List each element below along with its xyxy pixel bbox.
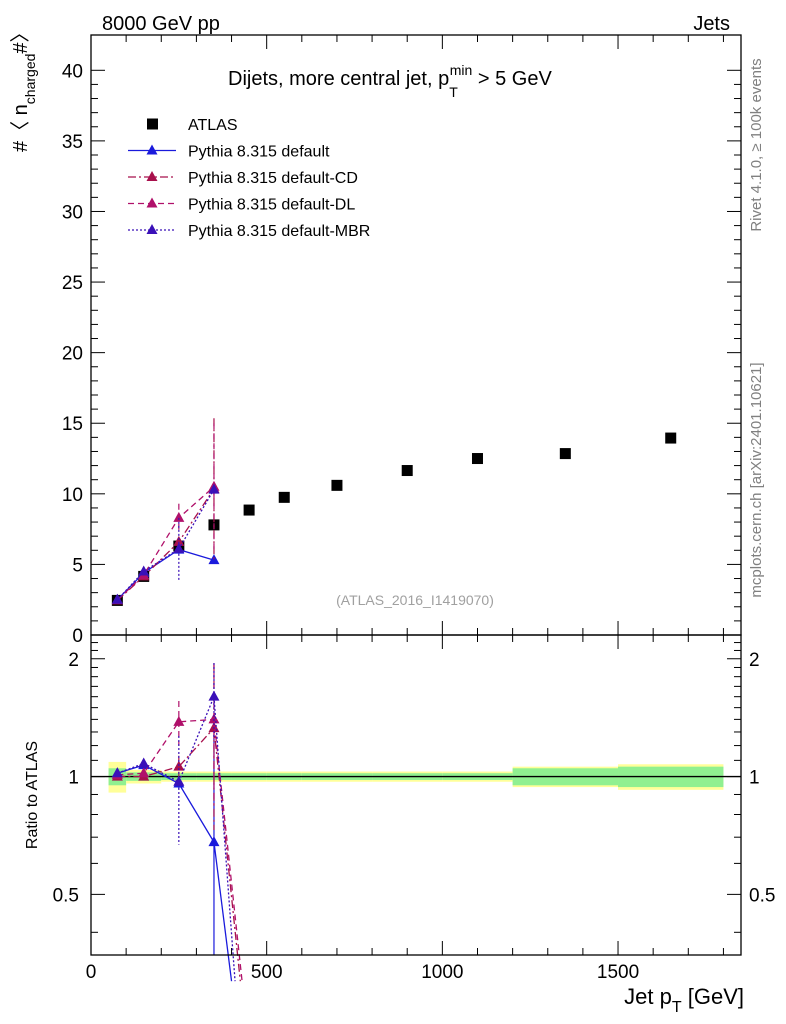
main-ytick-label: 20 bbox=[62, 344, 83, 365]
header-jets: Jets bbox=[693, 13, 730, 35]
ratio-point-mbr bbox=[208, 690, 220, 701]
legend: ATLAS Pythia 8.315 default Pythia 8.315 de… bbox=[128, 117, 370, 240]
main-ylabel: #〈 ncharged#〉 bbox=[10, 22, 38, 152]
main-ytick-label: 35 bbox=[62, 132, 83, 153]
mc-line-dl bbox=[116, 486, 215, 601]
legend-marker-dl bbox=[146, 197, 158, 208]
ratio-ytick-label: 2 bbox=[68, 650, 79, 671]
x-tick-label: 0 bbox=[86, 962, 97, 983]
main-title: Dijets, more central jet, pTmin > 5 GeV bbox=[228, 62, 552, 100]
legend-marker-atlas bbox=[147, 118, 158, 130]
ratio-ytick-label: 0.5 bbox=[53, 885, 79, 906]
mc-point-mbr bbox=[138, 565, 150, 576]
ratio-panel: 0.5 0.5 1 1 2 2 0 500 1000 1500 Ratio to ATLAS Je… bbox=[24, 634, 775, 1016]
main-axis: 0 5 10 15 20 25 30 35 40 bbox=[62, 35, 741, 647]
atlas-point bbox=[471, 453, 483, 465]
mc-line-default bbox=[116, 548, 215, 601]
ratio-point-default bbox=[208, 836, 220, 847]
atlas-point bbox=[331, 479, 343, 491]
atlas-point bbox=[559, 448, 571, 460]
ratio-point-mbr bbox=[173, 775, 185, 786]
x-tick-label: 1500 bbox=[597, 962, 639, 983]
ratio-ytick-label-right: 0.5 bbox=[749, 885, 775, 906]
legend-marker-mbr bbox=[146, 224, 158, 234]
legend-label: Pythia 8.315 default-CD bbox=[188, 170, 358, 187]
rivet-label: Rivet 4.1.0, ≥ 100k events bbox=[748, 58, 765, 231]
mc-point-cd bbox=[173, 535, 185, 546]
mc-point-mbr bbox=[173, 542, 185, 553]
legend-label: Pythia 8.315 default bbox=[188, 144, 330, 161]
ratio-ytick-label: 1 bbox=[68, 768, 79, 789]
ratio-point-dl bbox=[208, 713, 220, 724]
mc-point-mbr bbox=[111, 593, 123, 604]
legend-marker-cd bbox=[146, 171, 158, 181]
x-tick-label: 500 bbox=[251, 962, 283, 983]
main-series-group bbox=[111, 418, 677, 606]
mc-point-mbr bbox=[208, 483, 220, 494]
legend-label: ATLAS bbox=[188, 117, 238, 134]
mc-point-dl bbox=[173, 511, 185, 522]
main-ytick-label: 10 bbox=[62, 485, 83, 506]
main-ytick-label: 40 bbox=[62, 61, 83, 82]
ratio-point-mbr bbox=[138, 757, 150, 768]
main-ytick-label: 5 bbox=[72, 555, 83, 576]
x-tick-label: 1000 bbox=[421, 962, 463, 983]
ratio-series-group bbox=[111, 663, 243, 982]
ratio-axis: 0.5 0.5 1 1 2 2 0 500 1000 1500 bbox=[53, 635, 775, 983]
ratio-line-cd bbox=[117, 726, 241, 982]
ratio-ylabel: Ratio to ATLAS bbox=[24, 741, 41, 849]
atlas-point bbox=[401, 465, 413, 477]
mc-line-mbr bbox=[116, 489, 215, 601]
analysis-watermark: (ATLAS_2016_I1419070) bbox=[336, 592, 494, 608]
atlas-point bbox=[665, 432, 677, 444]
legend-label: Pythia 8.315 default-MBR bbox=[188, 223, 370, 240]
ratio-point-dl bbox=[173, 715, 185, 726]
legend-marker-default bbox=[146, 144, 158, 155]
ratio-ytick-label-right: 1 bbox=[749, 768, 760, 789]
ratio-point-dl bbox=[138, 767, 150, 778]
x-axis-label: Jet pT [GeV] bbox=[624, 984, 744, 1016]
main-panel: 0 5 10 15 20 25 30 35 40 Dijets, more central je… bbox=[10, 22, 742, 647]
main-ytick-label: 0 bbox=[72, 626, 83, 647]
mc-line-cd bbox=[116, 488, 215, 601]
legend-label: Pythia 8.315 default-DL bbox=[188, 197, 355, 214]
atlas-point bbox=[243, 504, 255, 516]
ratio-line-mbr bbox=[117, 696, 236, 982]
mcplots-label: mcplots.cern.ch [arXiv:2401.10621] bbox=[748, 362, 765, 597]
ratio-line-dl bbox=[117, 718, 243, 982]
main-ytick-label: 25 bbox=[62, 273, 83, 294]
ratio-frame bbox=[90, 634, 742, 956]
ratio-uncertainty-band bbox=[108, 761, 724, 793]
ratio-point-mbr bbox=[111, 767, 123, 778]
ratio-ytick-label-right: 2 bbox=[749, 650, 760, 671]
header-energy: 8000 GeV pp bbox=[102, 13, 220, 35]
atlas-point bbox=[278, 491, 290, 503]
main-ytick-label: 15 bbox=[62, 414, 83, 435]
main-ytick-label: 30 bbox=[62, 202, 83, 223]
